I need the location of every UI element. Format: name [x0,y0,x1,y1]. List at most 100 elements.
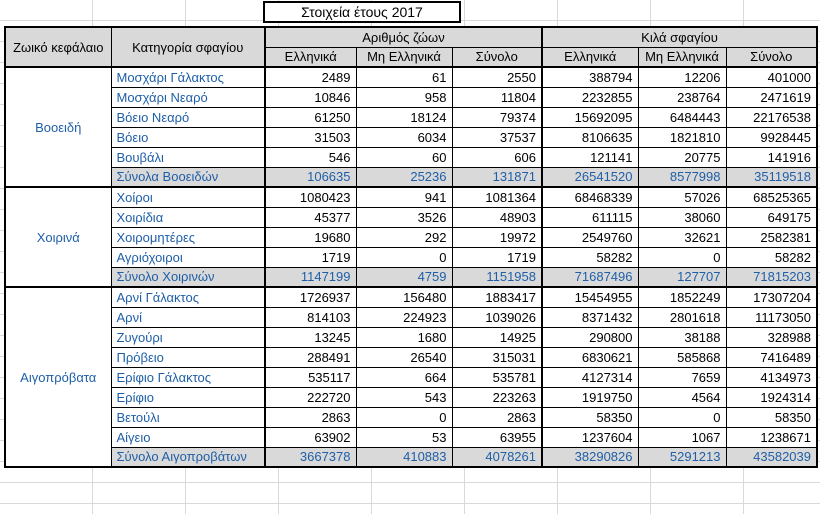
value-cell[interactable]: 814103 [264,306,357,328]
total-label[interactable]: Σύνολα Βοοειδών [110,166,266,188]
value-cell[interactable]: 3526 [355,206,453,228]
value-cell[interactable]: 410883 [355,446,453,468]
value-cell[interactable]: 57026 [637,186,727,208]
value-cell[interactable]: 585868 [637,346,727,368]
value-cell[interactable]: 53 [355,426,453,448]
value-cell[interactable]: 1726937 [264,286,357,308]
category-label[interactable]: Χοίροι [110,186,266,208]
total-label[interactable]: Σύνολο Αιγοπροβάτων [110,446,266,468]
group-label[interactable]: Βοοειδή [4,66,112,188]
category-label[interactable]: Ερίφιο Γάλακτος [110,366,266,388]
value-cell[interactable]: 156480 [355,286,453,308]
value-cell[interactable]: 11804 [451,86,543,108]
value-cell[interactable]: 611115 [541,206,639,228]
value-cell[interactable]: 1081364 [451,186,543,208]
value-cell[interactable]: 1821810 [637,126,727,148]
value-cell[interactable]: 7659 [637,366,727,388]
value-cell[interactable]: 543 [355,386,453,408]
value-cell[interactable]: 61250 [264,106,357,128]
value-cell[interactable]: 43582039 [725,446,818,468]
value-cell[interactable]: 14925 [451,326,543,348]
value-cell[interactable]: 2863 [264,406,357,428]
header-carcass-kilos[interactable]: Κιλά σφαγίου [541,26,818,48]
value-cell[interactable]: 20775 [637,146,727,168]
category-label[interactable]: Ζυγούρι [110,326,266,348]
value-cell[interactable]: 38060 [637,206,727,228]
value-cell[interactable]: 1151958 [451,266,543,288]
category-label[interactable]: Βόειο [110,126,266,148]
value-cell[interactable]: 26540 [355,346,453,368]
value-cell[interactable]: 1924314 [725,386,818,408]
value-cell[interactable]: 1237604 [541,426,639,448]
value-cell[interactable]: 9928445 [725,126,818,148]
header-kilos-non-greek[interactable]: Μη Ελληνικά [637,46,727,68]
value-cell[interactable]: 2863 [451,406,543,428]
value-cell[interactable]: 12206 [637,66,727,88]
value-cell[interactable]: 401000 [725,66,818,88]
value-cell[interactable]: 63902 [264,426,357,448]
header-count-non-greek[interactable]: Μη Ελληνικά [355,46,453,68]
group-label[interactable]: Χοιρινά [4,186,112,288]
value-cell[interactable]: 535781 [451,366,543,388]
header-animal-count[interactable]: Αριθμός ζώων [264,26,543,48]
value-cell[interactable]: 8577998 [637,166,727,188]
value-cell[interactable]: 1883417 [451,286,543,308]
value-cell[interactable]: 68525365 [725,186,818,208]
value-cell[interactable]: 2801618 [637,306,727,328]
value-cell[interactable]: 22176538 [725,106,818,128]
header-count-total[interactable]: Σύνολο [451,46,543,68]
header-kilos-total[interactable]: Σύνολο [725,46,818,68]
value-cell[interactable]: 38188 [637,326,727,348]
value-cell[interactable]: 38290826 [541,446,639,468]
value-cell[interactable]: 223263 [451,386,543,408]
value-cell[interactable]: 19680 [264,226,357,248]
value-cell[interactable]: 6484443 [637,106,727,128]
category-label[interactable]: Αρνί Γάλακτος [110,286,266,308]
value-cell[interactable]: 535117 [264,366,357,388]
value-cell[interactable]: 10846 [264,86,357,108]
value-cell[interactable]: 35119518 [725,166,818,188]
value-cell[interactable]: 238764 [637,86,727,108]
value-cell[interactable]: 2582381 [725,226,818,248]
value-cell[interactable]: 1039026 [451,306,543,328]
value-cell[interactable]: 0 [355,246,453,268]
category-label[interactable]: Πρόβειο [110,346,266,368]
value-cell[interactable]: 71815203 [725,266,818,288]
value-cell[interactable]: 25236 [355,166,453,188]
value-cell[interactable]: 5291213 [637,446,727,468]
value-cell[interactable]: 13245 [264,326,357,348]
value-cell[interactable]: 1719 [264,246,357,268]
value-cell[interactable]: 58282 [541,246,639,268]
value-cell[interactable]: 71687496 [541,266,639,288]
value-cell[interactable]: 288491 [264,346,357,368]
value-cell[interactable]: 61 [355,66,453,88]
value-cell[interactable]: 127707 [637,266,727,288]
header-animal-group[interactable]: Ζωικό κεφάλαιο [4,26,112,68]
value-cell[interactable]: 58350 [725,406,818,428]
value-cell[interactable]: 8371432 [541,306,639,328]
table-title[interactable]: Στοιχεία έτους 2017 [263,1,461,23]
value-cell[interactable]: 2550 [451,66,543,88]
value-cell[interactable]: 58282 [725,246,818,268]
value-cell[interactable]: 1919750 [541,386,639,408]
value-cell[interactable]: 6830621 [541,346,639,368]
value-cell[interactable]: 222720 [264,386,357,408]
value-cell[interactable]: 1080423 [264,186,357,208]
value-cell[interactable]: 18124 [355,106,453,128]
value-cell[interactable]: 2471619 [725,86,818,108]
value-cell[interactable]: 0 [637,406,727,428]
value-cell[interactable]: 1852249 [637,286,727,308]
value-cell[interactable]: 328988 [725,326,818,348]
value-cell[interactable]: 48903 [451,206,543,228]
header-count-greek[interactable]: Ελληνικά [264,46,357,68]
value-cell[interactable]: 388794 [541,66,639,88]
total-label[interactable]: Σύνολο Χοιρινών [110,266,266,288]
value-cell[interactable]: 2549760 [541,226,639,248]
value-cell[interactable]: 4127314 [541,366,639,388]
category-label[interactable]: Μοσχάρι Γάλακτος [110,66,266,88]
category-label[interactable]: Αγριόχοιροι [110,246,266,268]
category-label[interactable]: Βετούλι [110,406,266,428]
category-label[interactable]: Αίγειο [110,426,266,448]
value-cell[interactable]: 121141 [541,146,639,168]
value-cell[interactable]: 106635 [264,166,357,188]
